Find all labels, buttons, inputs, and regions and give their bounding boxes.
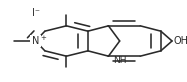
- Text: +: +: [41, 35, 47, 41]
- Text: I⁻: I⁻: [33, 8, 40, 18]
- Text: OH: OH: [174, 36, 187, 46]
- Text: NH: NH: [113, 56, 126, 65]
- Text: N: N: [32, 36, 39, 46]
